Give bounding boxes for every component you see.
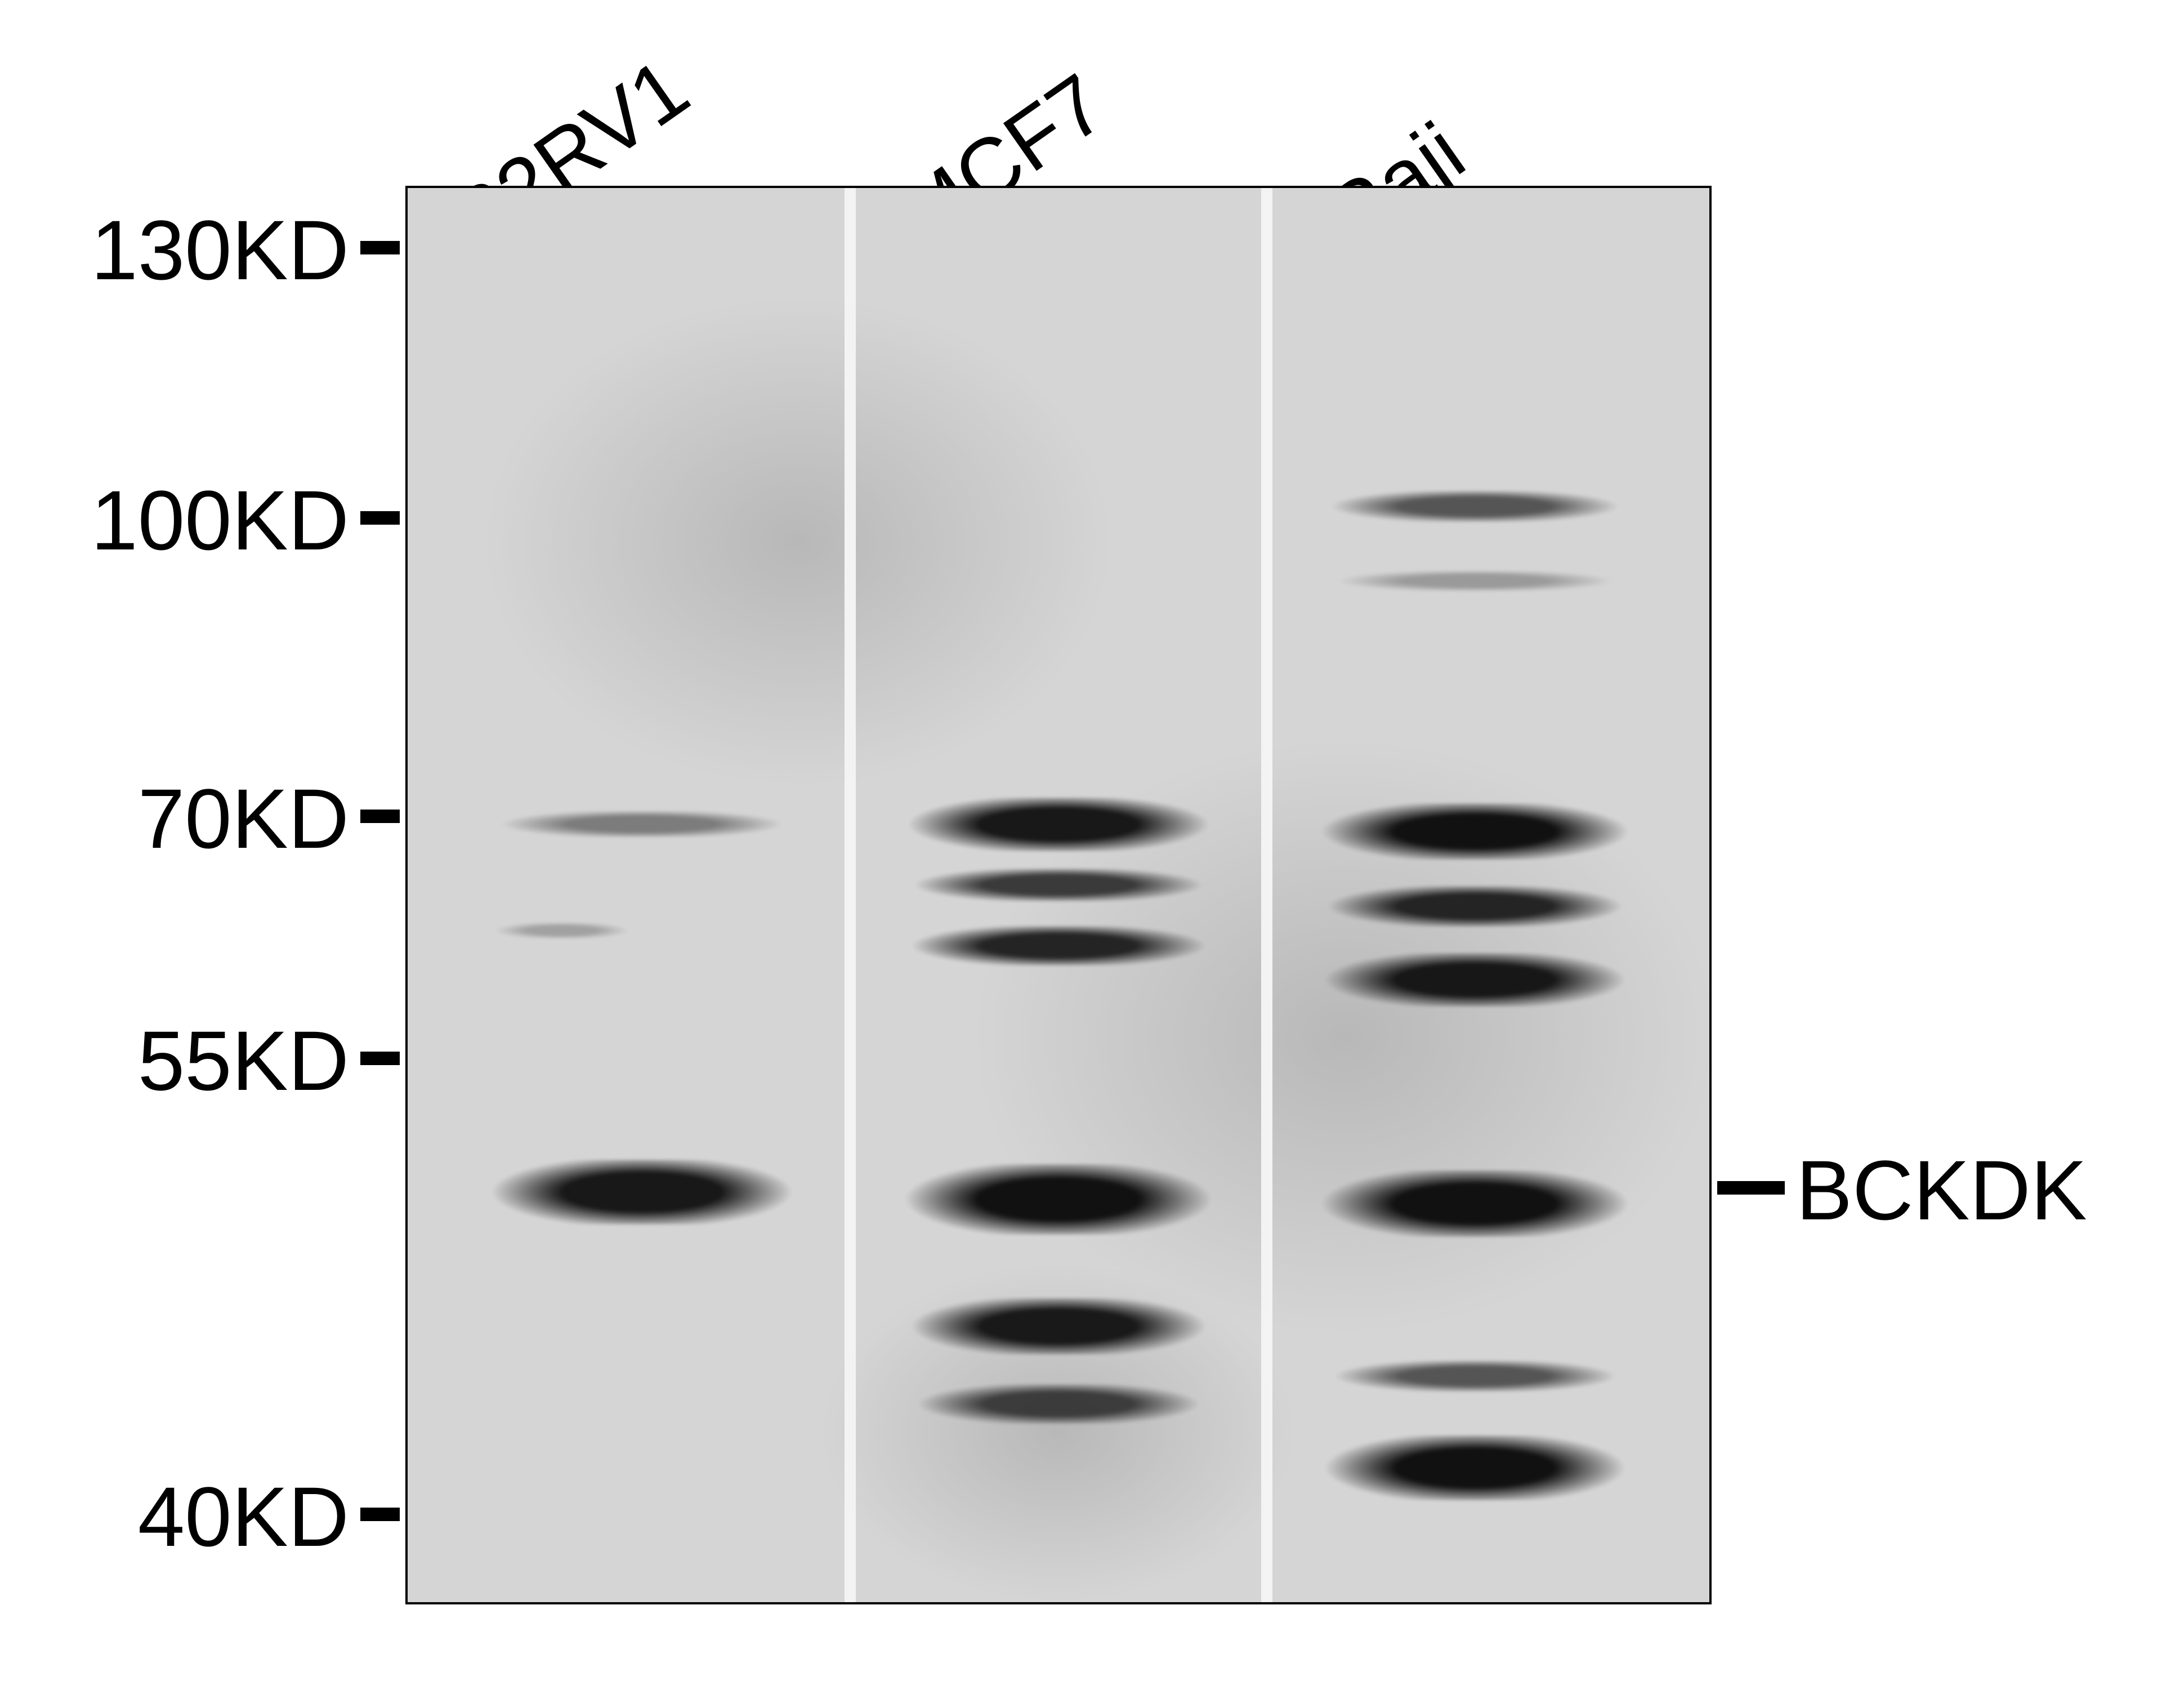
band-22rv1-0 — [481, 811, 802, 837]
target-label-bckdk: BCKDK — [1796, 1142, 2087, 1239]
mw-tick-100 — [360, 511, 400, 525]
mw-label-100: 100KD — [91, 472, 349, 569]
band-22rv1-1 — [485, 923, 638, 938]
lane-divider-0 — [845, 188, 856, 1602]
band-mcf7-1 — [895, 869, 1223, 901]
blot-membrane — [405, 186, 1712, 1604]
band-mcf7-0 — [887, 798, 1230, 851]
band-raji-0 — [1311, 491, 1640, 522]
mw-label-40: 40KD — [138, 1468, 349, 1566]
band-mcf7-5 — [898, 1384, 1219, 1424]
band-raji-1 — [1318, 571, 1632, 591]
mw-label-70: 70KD — [138, 770, 349, 868]
lane-divider-1 — [1261, 188, 1272, 1602]
figure-container: 22RV1 MCF7 Raji 130KD 100KD 70KD 55KD 40… — [0, 0, 2162, 1708]
band-raji-2 — [1300, 803, 1650, 860]
target-tick-bckdk — [1717, 1181, 1785, 1195]
band-22rv1-2 — [471, 1160, 814, 1224]
band-mcf7-3 — [883, 1164, 1233, 1235]
band-raji-7 — [1304, 1436, 1647, 1500]
lane-raji — [1293, 188, 1657, 1602]
band-raji-3 — [1307, 886, 1643, 927]
mw-tick-55 — [360, 1052, 400, 1065]
band-raji-5 — [1300, 1170, 1650, 1237]
mw-tick-40 — [360, 1508, 400, 1521]
mw-label-130: 130KD — [91, 202, 349, 299]
band-raji-4 — [1304, 953, 1647, 1007]
mw-tick-130 — [360, 241, 400, 254]
mw-tick-70 — [360, 810, 400, 823]
band-mcf7-4 — [891, 1298, 1226, 1354]
lane-22rv1 — [459, 188, 824, 1602]
band-raji-6 — [1315, 1361, 1636, 1392]
band-mcf7-2 — [891, 926, 1226, 965]
lane-mcf7 — [876, 188, 1240, 1602]
mw-label-55: 55KD — [138, 1012, 349, 1110]
